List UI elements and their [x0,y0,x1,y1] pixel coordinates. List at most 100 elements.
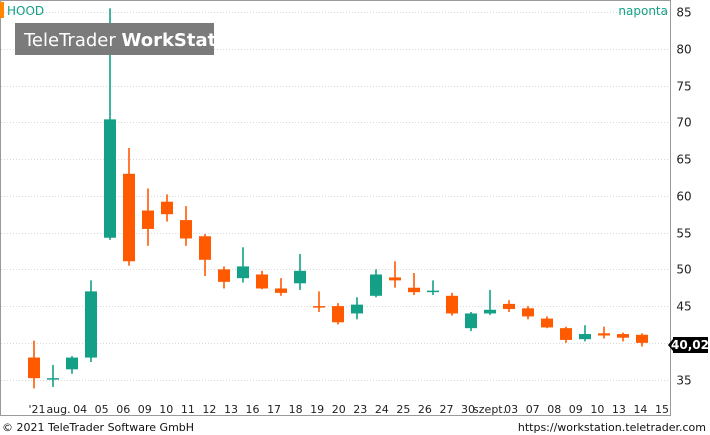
candle[interactable] [617,332,629,342]
x-axis: '21 aug. 04 05 06 09 10 11 12 13 16 17 18 19 20 23 24 25 2… [28,403,669,416]
candle[interactable] [503,300,515,312]
candle-body [541,318,553,328]
candle-body [503,303,515,310]
candle-body [579,334,591,340]
candle[interactable] [28,340,40,389]
x-tick-label: 17 [267,403,281,416]
candle-body [389,277,401,281]
candle-body [180,220,192,239]
candle[interactable] [199,234,211,276]
candle[interactable] [560,326,572,343]
x-tick-label: 16 [246,403,260,416]
candle-body [313,306,325,308]
candle[interactable] [598,326,610,339]
source-url[interactable]: https://workstation.teletrader.com [518,421,706,434]
candle[interactable] [142,188,154,246]
x-tick-label: 26 [418,403,432,416]
candle[interactable] [351,297,363,320]
x-tick-label: 14 [633,403,647,416]
candle[interactable] [294,253,306,290]
y-tick-label: 45 [676,300,691,314]
candle-body [47,378,59,380]
x-tick-label: 07 [526,403,540,416]
symbol-label[interactable]: HOOD [7,4,44,18]
x-tick-label: 19 [310,403,324,416]
candle[interactable] [123,148,135,266]
plot-area [0,0,671,416]
candle[interactable] [180,206,192,246]
candle-body [294,270,306,284]
candle[interactable] [465,311,477,332]
candle-body [636,334,648,343]
y-tick-label: 70 [676,116,691,130]
y-tick-label: 75 [676,80,691,94]
x-tick-label: 30 [461,403,475,416]
candle[interactable] [484,289,496,315]
candle-body [104,119,116,238]
candle[interactable] [256,270,268,290]
y-tick-label: 80 [676,43,691,57]
candle[interactable] [161,194,173,222]
candle-body [598,333,610,336]
candle[interactable] [579,325,591,342]
watermark-brand-light: TeleTrader [23,30,122,51]
x-tick-label: 24 [375,403,389,416]
candle-body [351,304,363,314]
x-tick-label: 25 [396,403,410,416]
last-price-box [673,337,708,353]
candle[interactable] [541,316,553,329]
candle[interactable] [522,306,534,320]
y-tick-label: 60 [676,190,691,204]
candle-body [446,295,458,314]
last-price-label: 40,02 [671,338,709,352]
period-label[interactable]: naponta [618,4,668,18]
watermark: TeleTrader WorkStation [15,23,248,55]
last-price-marker: 40,02 [668,337,709,353]
candles [28,8,648,389]
candle[interactable] [275,278,287,296]
candle-body [142,210,154,229]
candle[interactable] [636,333,648,347]
x-tick-label: 10 [159,403,173,416]
candle[interactable] [370,269,382,298]
x-tick-label: 15 [655,403,669,416]
candle-body [332,306,344,323]
candle-body [28,357,40,379]
candle[interactable] [427,280,439,296]
candle-body [275,288,287,293]
symbol-accent-bar [0,2,4,18]
x-tick-label: 18 [289,403,303,416]
x-tick-label: 06 [116,403,130,416]
x-tick-label: 13 [612,403,626,416]
y-tick-label: 85 [676,6,691,20]
candle[interactable] [313,291,325,312]
candle[interactable] [446,292,458,316]
x-tick-label: 13 [224,403,238,416]
candle[interactable] [389,261,401,288]
candle-body [123,173,135,262]
candle[interactable] [408,273,420,296]
x-tick-label: 09 [569,403,583,416]
x-tick-label: 20 [332,403,346,416]
candle-body [427,290,439,293]
x-tick-label: 10 [590,403,604,416]
watermark-text: TeleTrader WorkStation [23,30,248,51]
candle[interactable] [218,266,230,289]
x-tick-label: 05 [95,403,109,416]
y-tick-label: 50 [676,263,691,277]
x-tick-label: 08 [547,403,561,416]
candle[interactable] [85,280,97,362]
y-tick-label: 55 [676,227,691,241]
candle[interactable] [332,303,344,325]
candle[interactable] [47,364,59,387]
candle[interactable] [66,356,78,374]
candle-body [522,308,534,317]
watermark-brand-bold: WorkStation [122,30,248,51]
candle-body [199,236,211,260]
candle-body [560,328,572,340]
x-tick-label: 27 [439,403,453,416]
candle-body [218,269,230,282]
candle-body [237,266,249,279]
candle[interactable] [237,247,249,283]
last-price-pointer [668,339,673,351]
